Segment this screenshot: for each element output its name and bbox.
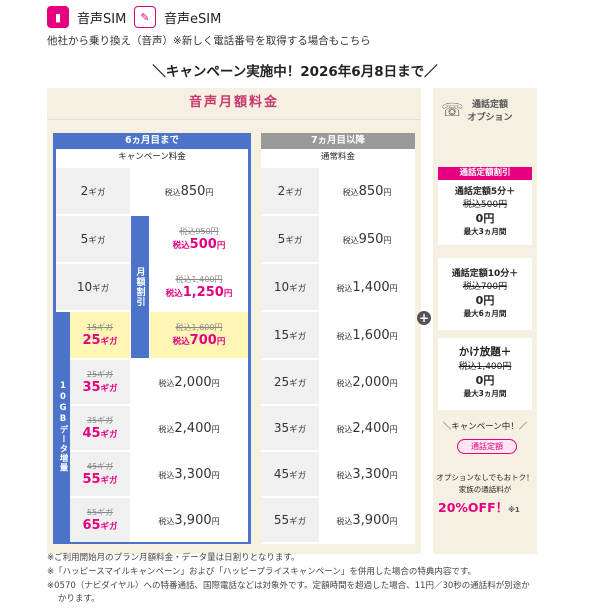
gb-cell: 5ギガ: [56, 216, 130, 262]
divider: [47, 119, 421, 120]
normal-column-sub: 通常料金: [320, 152, 355, 162]
campaign-banner: ＼キャンペーン実施中！2026年6月8日まで／: [152, 64, 438, 80]
normal-price-cell: 税込3,300円: [319, 452, 415, 496]
campaign-price-cell: 税込2,400円: [130, 406, 248, 450]
subtitle: 他社から乗り換え（音声）※新しく電話番号を取得する場合もこちら: [47, 35, 371, 47]
gb-cell: 55ギガ: [261, 498, 319, 542]
option-old-price: 税込700円: [462, 282, 508, 292]
option-old-price: 税込1,400円: [458, 362, 512, 372]
note: ※「ハッピースマイルキャンペーン」および「ハッピープライスキャンペーン」を併用し…: [47, 567, 476, 577]
promo-line2: 家族の通話料が: [458, 485, 512, 494]
campaign-price-cell: 税込2,000円: [130, 360, 248, 404]
option-name: かけ放題＋: [458, 346, 512, 358]
option-period: 最大6ヵ月間: [463, 309, 507, 318]
campaign-price-cell: 税込1,600円 税込700円: [150, 312, 248, 358]
campaign-column-sub: キャンペーン料金: [118, 152, 186, 162]
note: ※0570（ナビダイヤル）への特番通話、国際電話などは対象外です。定額時間を超過…: [47, 581, 530, 591]
note: かります。: [58, 594, 100, 604]
normal-price-cell: 税込850円: [319, 168, 415, 214]
option-price: 0円: [475, 374, 495, 387]
options-header: ☏ 通話定額 オプション: [433, 91, 537, 129]
gb-cell: 5ギガ: [261, 216, 319, 262]
option-card: 通話定額10分＋ 税込700円 0円 最大6ヵ月間: [438, 258, 532, 330]
normal-price-cell: 税込1,600円: [319, 312, 415, 358]
campaign-price-cell: 税込3,900円: [130, 498, 248, 542]
tab-sim-label: 音声SIM: [77, 11, 127, 27]
sim-card-icon: ▮: [47, 6, 69, 28]
gb-cell: 10ギガ: [56, 264, 130, 310]
normal-column-header: 7ヵ月目以降: [261, 133, 415, 149]
tab-esim-label: 音声eSIM: [164, 11, 222, 27]
gb-cell: 25ギガ: [261, 360, 319, 404]
gb-cell: 45ギガ: [261, 452, 319, 496]
tab-esim[interactable]: ✎ 音声eSIM: [134, 6, 221, 28]
gb-cell: 35ギガ: [261, 406, 319, 450]
option-old-price: 税込500円: [462, 200, 508, 210]
gb-cell: 35ギガ 45ギガ: [70, 406, 130, 450]
promo-discount: 20%OFF！※1: [438, 497, 538, 516]
data-bonus-band: 10GBデータ増量: [56, 312, 70, 542]
campaign-now-label: ＼キャンペーン中！／: [442, 422, 528, 432]
gb-cell: 2ギガ: [261, 168, 319, 214]
option-price: 0円: [475, 212, 495, 225]
campaign-pill[interactable]: 通話定額: [457, 439, 517, 454]
campaign-price-cell: 税込850円: [130, 168, 248, 214]
options-title-line1: 通話定額: [472, 100, 509, 110]
promo-big: 20%OFF！: [438, 500, 509, 515]
monthly-discount-band: 月額割引: [131, 216, 149, 358]
plan-title: 音声月額料金: [188, 95, 279, 110]
promo-line1: オプションなしでもおトク！: [436, 473, 534, 482]
gb-cell: 15ギガ 25ギガ: [70, 312, 130, 358]
normal-price-cell: 税込950円: [319, 216, 415, 262]
campaign-column-header: 6ヵ月目まで: [53, 133, 251, 149]
gb-cell: 15ギガ: [261, 312, 319, 358]
gb-cell: 25ギガ 35ギガ: [70, 360, 130, 404]
gb-cell: 45ギガ 55ギガ: [70, 452, 130, 496]
note: ※ご利用開始月のプラン月額料金・データ量は日割りとなります。: [47, 553, 300, 563]
option-price: 0円: [475, 294, 495, 307]
promo-note: ※1: [508, 506, 520, 514]
option-card-title: 通話定額割引: [438, 167, 532, 180]
option-card: 通話定額割引 通話定額5分＋ 税込500円 0円 最大3ヵ月間: [438, 167, 532, 245]
option-name: 通話定額10分＋: [451, 269, 519, 279]
options-title-line2: オプション: [467, 113, 513, 123]
normal-price-cell: 税込2,400円: [319, 406, 415, 450]
plus-icon: +: [417, 311, 431, 325]
gb-cell: 10ギガ: [261, 264, 319, 310]
esim-icon: ✎: [134, 6, 156, 28]
option-name: 通話定額5分＋: [454, 187, 516, 197]
normal-price-cell: 税込1,400円: [319, 264, 415, 310]
campaign-price-cell: 税込1,400円 税込1,250円: [150, 264, 248, 310]
tab-sim[interactable]: ▮ 音声SIM: [47, 6, 126, 28]
option-card: かけ放題＋ 税込1,400円 0円 最大3ヵ月間: [438, 338, 532, 410]
campaign-price-cell: 税込3,300円: [130, 452, 248, 496]
phone-icon: ☏: [441, 99, 464, 121]
normal-price-cell: 税込3,900円: [319, 498, 415, 542]
campaign-price-cell: 税込950円 税込500円: [150, 216, 248, 262]
gb-cell: 2ギガ: [56, 168, 130, 214]
normal-price-cell: 税込2,000円: [319, 360, 415, 404]
gb-cell: 55ギガ 65ギガ: [70, 498, 130, 542]
option-period: 最大3ヵ月間: [463, 389, 507, 398]
option-period: 最大3ヵ月間: [463, 227, 507, 236]
